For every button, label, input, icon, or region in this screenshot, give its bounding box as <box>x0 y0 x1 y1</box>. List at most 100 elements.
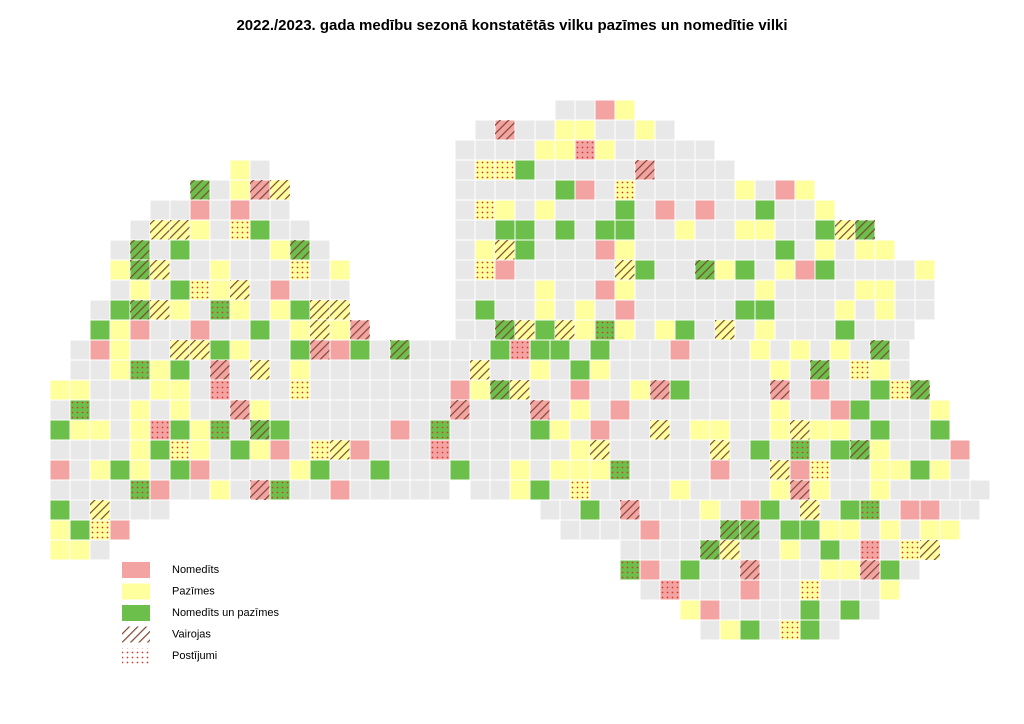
grid-cell <box>819 519 841 541</box>
grid-cell <box>909 399 931 421</box>
grid-cell <box>309 259 331 281</box>
grid-cell <box>429 459 451 481</box>
grid-cell <box>349 419 371 441</box>
grid-cell <box>734 279 756 301</box>
grid-cell <box>269 439 291 461</box>
grid-cell <box>854 299 876 321</box>
grid-cell <box>329 359 351 381</box>
grid-cell <box>594 259 616 281</box>
grid-cell <box>774 279 796 301</box>
grid-cell <box>69 419 91 441</box>
grid-cell <box>574 199 596 221</box>
grid-cell <box>489 439 511 461</box>
hatch-overlay <box>495 320 515 340</box>
grid-cell <box>809 479 831 501</box>
grid-cell <box>534 239 556 261</box>
grid-cell <box>694 299 716 321</box>
grid-cell <box>869 399 891 421</box>
grid-cell <box>429 479 451 501</box>
grid-cell <box>799 519 821 541</box>
grid-cell <box>919 499 941 521</box>
grid-cell <box>799 539 821 561</box>
grid-cell <box>289 339 311 361</box>
dots-overlay <box>780 620 800 640</box>
grid-cell <box>714 219 736 241</box>
grid-cell <box>614 199 636 221</box>
grid-cell <box>229 319 251 341</box>
dots-overlay <box>810 460 830 480</box>
grid-cell <box>89 479 111 501</box>
grid-cell <box>829 359 851 381</box>
grid-cell <box>569 359 591 381</box>
grid-cell <box>679 519 701 541</box>
dots-overlay <box>660 580 680 600</box>
grid-cell <box>129 399 151 421</box>
grid-cell <box>669 459 691 481</box>
grid-cell <box>514 239 536 261</box>
grid-cell <box>879 519 901 541</box>
grid-cell <box>554 139 576 161</box>
hatch-overlay <box>170 340 190 360</box>
grid-cell <box>329 479 351 501</box>
grid-cell <box>209 179 231 201</box>
grid-cell <box>369 339 391 361</box>
grid-cell <box>719 579 741 601</box>
grid-cell <box>789 379 811 401</box>
grid-cell <box>554 99 576 121</box>
grid-cell <box>509 479 531 501</box>
grid-cell <box>594 239 616 261</box>
grid-cell <box>494 259 516 281</box>
grid-cell <box>789 339 811 361</box>
grid-cell <box>469 419 491 441</box>
grid-cell <box>189 259 211 281</box>
grid-cell <box>654 319 676 341</box>
grid-cell <box>659 559 681 581</box>
hatch-overlay <box>450 400 470 420</box>
grid-cell <box>329 319 351 341</box>
grid-cell <box>514 139 536 161</box>
grid-cell <box>529 379 551 401</box>
dots-overlay <box>190 280 210 300</box>
grid-cell <box>959 499 981 521</box>
grid-cell <box>269 199 291 221</box>
grid-cell <box>919 519 941 541</box>
grid-cell <box>489 399 511 421</box>
grid-cell <box>329 419 351 441</box>
grid-cell <box>614 319 636 341</box>
grid-cell <box>829 339 851 361</box>
grid-cell <box>899 499 921 521</box>
grid-cell <box>189 459 211 481</box>
grid-cell <box>669 379 691 401</box>
grid-cell <box>694 319 716 341</box>
grid-cell <box>579 519 601 541</box>
grid-cell <box>734 259 756 281</box>
dots-overlay <box>890 380 910 400</box>
dots-overlay <box>150 420 170 440</box>
grid-cell <box>729 479 751 501</box>
grid-cell <box>329 279 351 301</box>
grid-cell <box>209 259 231 281</box>
grid-cell <box>794 259 816 281</box>
grid-cell <box>589 399 611 421</box>
hatch-overlay <box>330 300 350 320</box>
grid-cell <box>409 359 431 381</box>
grid-cell <box>489 459 511 481</box>
grid-cell <box>209 219 231 241</box>
grid-cell <box>639 539 661 561</box>
grid-cell <box>209 479 231 501</box>
grid-cell <box>389 419 411 441</box>
grid-cell <box>849 399 871 421</box>
hatch-overlay <box>250 360 270 380</box>
hatch-overlay <box>635 160 655 180</box>
grid-cell <box>129 439 151 461</box>
grid-cell <box>574 279 596 301</box>
hatch-overlay <box>910 380 930 400</box>
grid-cell <box>854 239 876 261</box>
legend-label: Vairojas <box>172 628 211 640</box>
grid-cell <box>169 459 191 481</box>
grid-cell <box>869 379 891 401</box>
grid-cell <box>709 459 731 481</box>
grid-cell <box>659 499 681 521</box>
grid-cell <box>874 239 896 261</box>
dots-overlay <box>860 540 880 560</box>
